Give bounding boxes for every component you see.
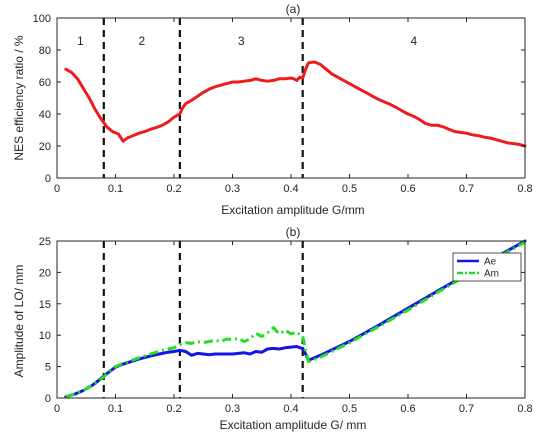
y-tick-label: 80 [39,45,51,57]
x-tick-label: 0.6 [400,183,415,195]
x-tick-label: 0.7 [459,183,474,195]
x-tick-label: 0.4 [283,403,298,415]
panel-a-x-ticks: 0 0.1 0.2 0.3 0.4 0.5 0.6 0.7 0.8 [54,18,533,195]
series-line-am [65,240,526,399]
region-label: 3 [238,34,245,48]
y-tick-label: 60 [39,77,51,89]
y-tick-label: 40 [39,109,51,121]
panel-b-x-ticks: 0 0.1 0.2 0.3 0.4 0.5 0.6 0.7 0.8 [54,241,533,415]
x-tick-label: 0.6 [400,403,415,415]
legend-box [452,252,522,282]
panel-a-y-axis-label: NES efficiency ratio / % [12,35,26,160]
x-tick-label: 0.2 [166,403,181,415]
y-tick-label: 25 [39,236,51,248]
x-tick-label: 0.4 [283,183,298,195]
region-label: 2 [138,34,145,48]
chart-panel-b: (b) 0 0.1 0.2 0.3 0.4 0.5 0.6 0.7 0.8 0 5 10 15 20 25… [12,225,533,432]
x-tick-label: 0.1 [108,403,123,415]
y-tick-label: 100 [33,13,51,25]
panel-b-series [64,239,527,399]
x-tick-label: 0.8 [517,183,532,195]
x-tick-label: 0.5 [342,403,357,415]
x-tick-label: 0 [54,403,60,415]
region-label: 4 [411,34,418,48]
panel-b-y-ticks: 0 5 10 15 20 25 [39,236,525,405]
panel-a-y-ticks: 0 20 40 60 80 100 [33,13,525,185]
chart-panel-a: (a) 1 2 3 4 0 0.1 0.2 0.3 0.4 0.5 0.6 0.7 0.8 0 20 40… [12,2,533,217]
x-tick-label: 0.3 [225,183,240,195]
series-line [64,60,527,148]
x-tick-label: 0.7 [459,403,474,415]
y-tick-label: 5 [45,362,51,374]
x-tick-label: 0 [54,183,60,195]
x-tick-label: 0.1 [108,183,123,195]
y-tick-label: 0 [45,393,51,405]
y-tick-label: 20 [39,141,51,153]
x-tick-label: 0.8 [517,403,532,415]
panel-a-series [64,60,527,148]
panel-a-title: (a) [286,2,301,16]
legend-label: Am [484,269,499,280]
panel-b-y-axis-label: Amplitude of LO/ mm [12,265,26,378]
legend-label: Ae [484,257,497,268]
panel-a-region-labels: 1 2 3 4 [77,34,417,48]
y-tick-label: 15 [39,299,51,311]
panel-b-region-dividers [102,241,304,398]
panel-b-x-axis-label: Excitation amplitude G/ mm [220,418,367,432]
panel-a-x-axis-label: Excitation amplitude G/mm [221,203,364,217]
y-tick-label: 20 [39,267,51,279]
y-tick-label: 0 [45,173,51,185]
region-label: 1 [77,34,84,48]
panel-a-region-dividers [102,18,304,178]
x-tick-label: 0.5 [342,183,357,195]
x-tick-label: 0.3 [225,403,240,415]
y-tick-label: 10 [39,330,51,342]
panel-b-title: (b) [286,225,301,239]
x-tick-label: 0.2 [166,183,181,195]
